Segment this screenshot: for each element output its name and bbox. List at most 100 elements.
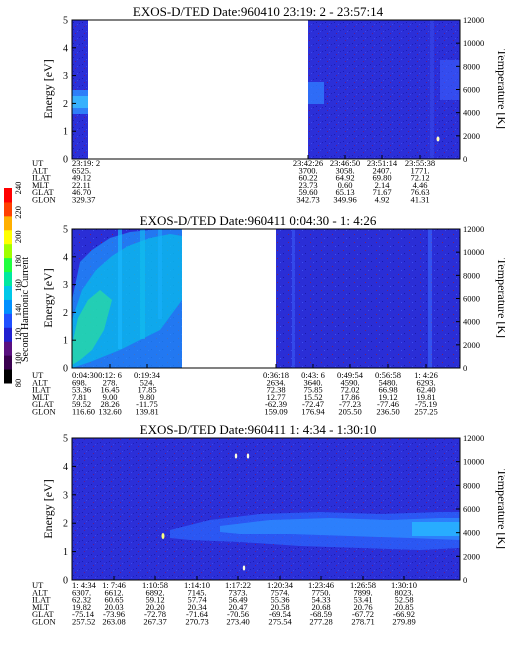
colorbar-tick-label: 100	[13, 352, 23, 365]
orbit-cell: 71.67	[372, 187, 391, 197]
orbit-cell: -66.92	[393, 609, 415, 619]
colorbar-segment	[4, 313, 12, 328]
y-tick-label: 5	[63, 225, 68, 236]
panel-2: EXOS-D/TED Date:960411 0:04:30 - 1: 4:26…	[32, 213, 505, 417]
orbit-cell: 2.14	[375, 180, 391, 190]
orbit-row-label: ILAT	[32, 173, 51, 183]
colorbar-segment	[4, 355, 12, 370]
colorbar-segment	[4, 285, 12, 300]
orbit-cell: 4590.	[340, 377, 359, 387]
orbit-cell: 62.40	[416, 385, 435, 395]
colorbar-tick-label: 240	[13, 182, 23, 195]
orbit-cell: 1: 7:46	[102, 580, 126, 590]
orbit-cell: 75.85	[303, 385, 322, 395]
orbit-cell: -72.78	[144, 609, 166, 619]
colorbar-label: Second Harmonic Current	[20, 257, 31, 362]
orbit-cell: 273.40	[226, 617, 249, 627]
orbit-cell: 7.81	[72, 392, 87, 402]
orbit-cell: -77.23	[339, 399, 361, 409]
panel-2-spectrogram	[72, 229, 460, 368]
orbit-cell: 0:19:34	[134, 370, 161, 380]
orbit-cell: 1: 4:26	[414, 370, 438, 380]
y-tick-label: 3	[63, 280, 68, 291]
orbit-cell: 159.09	[264, 407, 287, 417]
orbit-cell: 0.60	[338, 180, 353, 190]
orbit-cell: 524.	[140, 377, 155, 387]
y2-tick-label: 8000	[463, 270, 480, 280]
orbit-cell: 57.74	[187, 595, 207, 605]
y-tick-label: 0	[63, 364, 68, 375]
y-tick-label: 3	[63, 490, 68, 501]
panel-2-stripe-2	[428, 229, 432, 368]
orbit-cell: -70.56	[227, 609, 249, 619]
y-tick-label: 4	[63, 252, 68, 263]
orbit-cell: 279.89	[392, 617, 415, 627]
colorbar-tick-label: 220	[13, 206, 23, 219]
panel-2-y-ticks: 0 1 2 3 4 5	[63, 225, 76, 375]
colorbar-tick-label: 180	[13, 255, 23, 268]
orbit-cell: -62.39	[265, 399, 287, 409]
orbit-cell: 4.46	[413, 180, 428, 190]
y2-tick-label: 2000	[463, 131, 480, 141]
panel-1-y2-ticks: 0 2000 4000 6000 8000 10000 12000	[456, 15, 484, 164]
panel-1-ylabel: Energy [eV]	[41, 59, 55, 118]
orbit-cell: 20.47	[228, 602, 247, 612]
orbit-cell: 23:55:38	[405, 158, 435, 168]
colorbar-segment	[4, 327, 12, 342]
colorbar-segment	[4, 243, 12, 259]
orbit-cell: 23:46:50	[330, 158, 360, 168]
y2-tick-label: 8000	[463, 61, 480, 71]
orbit-cell: 7574.	[270, 587, 289, 597]
panel-1-spot	[436, 136, 440, 142]
orbit-cell: -73.96	[103, 609, 125, 619]
y2-tick-label: 12000	[463, 433, 484, 443]
panel-2-streak-2	[140, 229, 145, 339]
orbit-cell: 54.33	[311, 595, 330, 605]
colorbar-tick-label: 200	[13, 230, 23, 243]
orbit-row-label: ILAT	[32, 385, 51, 395]
y2-tick-label: 12000	[463, 224, 484, 234]
panel-3-band-bright	[412, 522, 460, 536]
orbit-cell: 23:19: 2	[72, 158, 100, 168]
y-tick-label: 0	[63, 155, 68, 166]
y2-tick-label: 0	[463, 154, 467, 164]
y2-tick-label: 2000	[463, 551, 480, 561]
orbit-cell: 12.77	[266, 392, 285, 402]
orbit-cell: 7750.	[311, 587, 330, 597]
y2-tick-label: 10000	[463, 247, 484, 257]
orbit-cell: 6892.	[145, 587, 164, 597]
orbit-cell: 9.00	[103, 392, 118, 402]
orbit-cell: 2407.	[372, 165, 391, 175]
orbit-cell: 3700.	[298, 165, 317, 175]
orbit-cell: 62.32	[72, 595, 91, 605]
panel-3-y2-ticks: 0 2000 4000 6000 8000 10000 12000	[456, 433, 484, 585]
y2-tick-label: 2000	[463, 340, 480, 350]
orbit-cell: 20.85	[394, 602, 413, 612]
orbit-cell: 6293.	[416, 377, 435, 387]
orbit-cell: 176.94	[301, 407, 325, 417]
orbit-cell: 23:51:14	[367, 158, 398, 168]
panel-3-y2label: Temperature [K]	[495, 469, 505, 549]
colorbar-scale	[4, 188, 12, 384]
panel-2-y2-ticks: 0 2000 4000 6000 8000 10000 12000	[456, 224, 484, 373]
orbit-row-label: ALT	[32, 165, 49, 175]
orbit-cell: 6307.	[72, 587, 91, 597]
y2-tick-label: 12000	[463, 15, 484, 25]
orbit-cell: 72.02	[340, 385, 359, 395]
orbit-cell: 72.12	[410, 173, 429, 183]
panel-3-spectrogram	[72, 438, 460, 580]
orbit-cell: 4.92	[375, 195, 390, 205]
panel-1-block-b	[308, 20, 460, 159]
orbit-cell: 8023.	[394, 587, 413, 597]
orbit-cell: 116.60	[72, 407, 95, 417]
panel-3-title: EXOS-D/TED Date:960411 1: 4:34 - 1:30:10	[140, 422, 377, 437]
orbit-cell: 1:30:10	[391, 580, 417, 590]
orbit-cell: 59.60	[298, 187, 317, 197]
colorbar-segment	[4, 299, 12, 314]
orbit-cell: 60.22	[298, 173, 317, 183]
orbit-row-label: MLT	[32, 602, 50, 612]
orbit-cell: 698.	[72, 377, 87, 387]
orbit-cell: 69.80	[372, 173, 391, 183]
orbit-cell: -67.72	[352, 609, 374, 619]
y-tick-label: 5	[63, 434, 68, 445]
